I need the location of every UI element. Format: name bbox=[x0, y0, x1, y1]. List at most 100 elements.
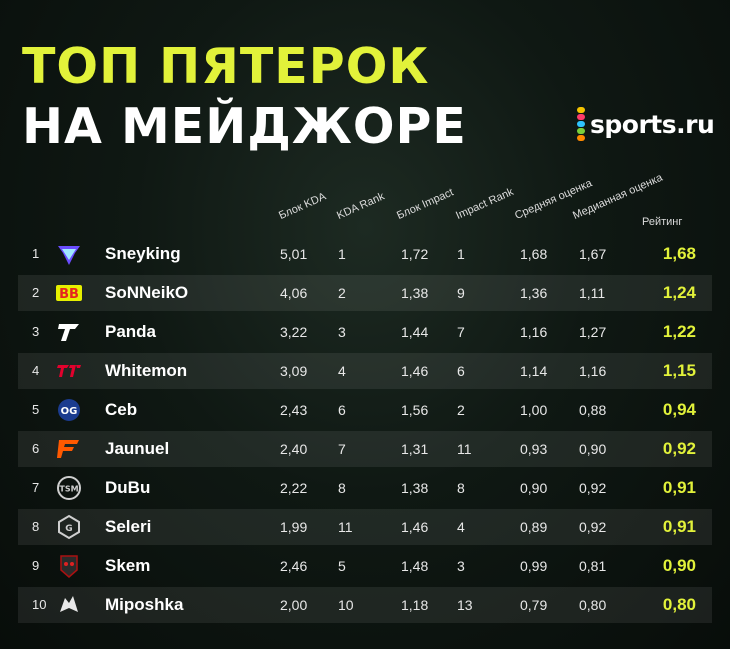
kda-block-value: 2,40 bbox=[280, 441, 308, 457]
gaimin-logo-icon: G bbox=[56, 514, 82, 540]
rating-value: 1,22 bbox=[662, 322, 696, 341]
impact-block-value: 1,44 bbox=[401, 324, 429, 340]
impact-rank-value: 8 bbox=[457, 480, 465, 496]
player-name: Panda bbox=[105, 322, 157, 341]
impact-rank-value: 3 bbox=[457, 558, 465, 574]
player-name: Ceb bbox=[105, 400, 138, 419]
median-score-value: 1,67 bbox=[579, 246, 607, 262]
avg-score-value: 0,89 bbox=[520, 519, 548, 535]
player-name: SoNNeikO bbox=[105, 283, 189, 302]
median-score-value: 0,92 bbox=[579, 480, 607, 496]
player-name: Jaunuel bbox=[105, 439, 170, 458]
svg-text:OG: OG bbox=[61, 406, 78, 417]
player-name: Seleri bbox=[105, 517, 152, 536]
rank-number: 9 bbox=[32, 558, 40, 573]
svg-text:G: G bbox=[65, 524, 72, 534]
rank-number: 6 bbox=[32, 441, 40, 456]
table-row: 1 Sneyking 5,01 1 1,72 1 1,68 1,67 1,68 bbox=[18, 236, 712, 272]
kda-rank-value: 5 bbox=[338, 558, 346, 574]
median-score-value: 0,80 bbox=[579, 597, 607, 613]
impact-block-value: 1,38 bbox=[401, 480, 429, 496]
title-line-2: НА МЕЙДЖОРЕ bbox=[22, 98, 467, 155]
player-name: Whitemon bbox=[105, 361, 188, 380]
kda-rank-value: 7 bbox=[338, 441, 346, 457]
betboom-logo-icon: BB bbox=[56, 280, 82, 306]
rating-value: 0,91 bbox=[662, 517, 696, 536]
avg-score-value: 0,99 bbox=[520, 558, 548, 574]
impact-rank-value: 13 bbox=[457, 597, 473, 613]
kda-rank-value: 2 bbox=[338, 285, 346, 301]
t1-logo-icon bbox=[56, 358, 82, 384]
impact-rank-value: 7 bbox=[457, 324, 465, 340]
avg-score-value: 0,79 bbox=[520, 597, 548, 613]
kda-block-value: 3,09 bbox=[280, 363, 308, 379]
kda-rank-value: 1 bbox=[338, 246, 346, 262]
rating-value: 0,80 bbox=[662, 595, 696, 614]
impact-block-value: 1,31 bbox=[401, 441, 429, 457]
fnatic-logo-icon bbox=[56, 436, 82, 462]
player-name: Miposhka bbox=[105, 595, 184, 614]
rank-number: 4 bbox=[32, 363, 40, 378]
impact-block-value: 1,18 bbox=[401, 597, 429, 613]
kda-block-value: 2,00 bbox=[280, 597, 308, 613]
rank-number: 8 bbox=[32, 519, 40, 534]
impact-block-value: 1,46 bbox=[401, 363, 429, 379]
rank-number: 3 bbox=[32, 324, 40, 339]
median-score-value: 0,81 bbox=[579, 558, 607, 574]
impact-rank-value: 9 bbox=[457, 285, 465, 301]
brand-logo: sports.ru bbox=[577, 104, 727, 144]
median-score-value: 0,88 bbox=[579, 402, 607, 418]
table-row: 9 Skem 2,46 5 1,48 3 0,99 0,81 0,90 bbox=[18, 548, 712, 584]
header-rating: Рейтинг bbox=[642, 216, 683, 228]
rank-number: 10 bbox=[32, 597, 47, 612]
avg-score-value: 1,00 bbox=[520, 402, 548, 418]
table-row: 5 Ceb 2,43 6 1,56 2 1,00 0,88 0,94 OG bbox=[18, 392, 712, 428]
header-kda-block: Блок KDA bbox=[277, 190, 328, 222]
impact-block-value: 1,46 bbox=[401, 519, 429, 535]
impact-rank-value: 6 bbox=[457, 363, 465, 379]
og-logo-icon: OG bbox=[56, 397, 82, 423]
table-row: 8 Seleri 1,99 11 1,46 4 0,89 0,92 0,91 G bbox=[18, 509, 712, 545]
avg-score-value: 1,68 bbox=[520, 246, 548, 262]
table-row: 10 Miposhka 2,00 10 1,18 13 0,79 0,80 0,80 bbox=[18, 587, 712, 623]
trovo-logo-icon bbox=[56, 241, 82, 267]
avg-score-value: 0,93 bbox=[520, 441, 548, 457]
impact-block-value: 1,38 bbox=[401, 285, 429, 301]
impact-rank-value: 11 bbox=[457, 441, 472, 457]
median-score-value: 1,27 bbox=[579, 324, 607, 340]
tsm-logo-icon: TSM bbox=[56, 475, 82, 501]
rank-number: 5 bbox=[32, 402, 40, 417]
kda-rank-value: 11 bbox=[338, 519, 353, 535]
table-row: 2 SoNNeikO 4,06 2 1,38 9 1,36 1,11 1,24 BB bbox=[18, 275, 712, 311]
header-impact-block: Блок Impact bbox=[395, 186, 456, 222]
avg-score-value: 1,16 bbox=[520, 324, 548, 340]
rating-value: 0,94 bbox=[662, 400, 696, 419]
avg-score-value: 1,14 bbox=[520, 363, 548, 379]
rating-value: 0,90 bbox=[662, 556, 696, 575]
rating-value: 1,24 bbox=[662, 283, 696, 302]
kda-rank-value: 3 bbox=[338, 324, 346, 340]
kda-rank-value: 8 bbox=[338, 480, 346, 496]
impact-rank-value: 2 bbox=[457, 402, 465, 418]
rank-number: 1 bbox=[32, 246, 40, 261]
table-row: 6 Jaunuel 2,40 7 1,31 11 0,93 0,90 0,92 bbox=[18, 431, 712, 467]
player-name: Skem bbox=[105, 556, 151, 575]
header-kda-rank: KDA Rank bbox=[335, 190, 387, 222]
median-score-value: 0,92 bbox=[579, 519, 607, 535]
table-row: 3 Panda 3,22 3 1,44 7 1,16 1,27 1,22 bbox=[18, 314, 712, 350]
kda-block-value: 5,01 bbox=[280, 246, 308, 262]
kda-rank-value: 10 bbox=[338, 597, 354, 613]
brand-name: sports.ru bbox=[590, 109, 715, 139]
avg-score-value: 1,36 bbox=[520, 285, 548, 301]
talon-logo-icon bbox=[56, 319, 82, 345]
rank-number: 2 bbox=[32, 285, 40, 300]
median-score-value: 0,90 bbox=[579, 441, 607, 457]
median-score-value: 1,11 bbox=[579, 285, 606, 301]
boom-logo-icon bbox=[56, 553, 82, 579]
kda-rank-value: 6 bbox=[338, 402, 346, 418]
svg-text:TSM: TSM bbox=[59, 485, 78, 494]
kda-block-value: 2,22 bbox=[280, 480, 308, 496]
table-row: 4 Whitemon 3,09 4 1,46 6 1,14 1,16 1,15 bbox=[18, 353, 712, 389]
rank-number: 7 bbox=[32, 480, 40, 495]
player-name: DuBu bbox=[105, 478, 151, 497]
